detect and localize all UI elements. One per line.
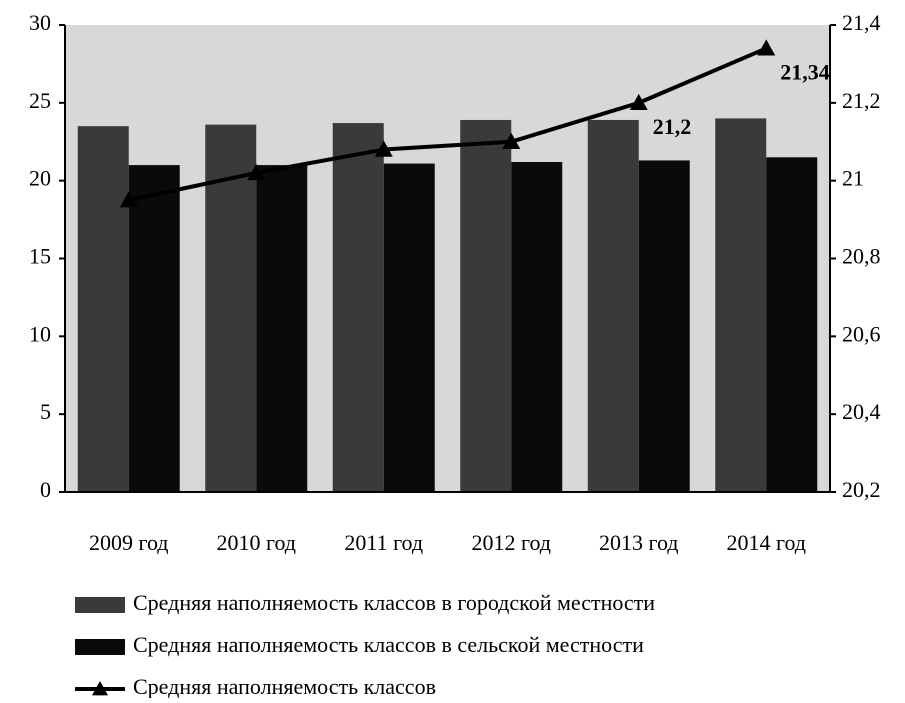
y2-tick-label: 20,2	[842, 477, 881, 502]
legend-marker	[92, 681, 108, 696]
bar	[587, 119, 639, 492]
bar	[766, 157, 818, 493]
y2-tick-label: 21,2	[842, 88, 881, 113]
legend-swatch	[75, 597, 125, 613]
y-tick-label: 10	[29, 321, 51, 346]
y-tick-label: 20	[29, 166, 51, 191]
line-marker	[247, 163, 266, 181]
y-tick-label: 0	[40, 477, 51, 502]
line-marker	[119, 191, 138, 208]
data-label: 21,34	[780, 59, 830, 84]
plot-area	[65, 25, 830, 492]
y2-tick-label: 20,4	[842, 399, 881, 424]
x-tick-label: 2013 год	[599, 530, 679, 555]
bar	[332, 123, 384, 492]
x-tick-label: 2010 год	[216, 530, 296, 555]
x-tick-label: 2011 год	[344, 530, 423, 555]
x-tick-label: 2009 год	[89, 530, 169, 555]
x-tick-label: 2014 год	[726, 530, 806, 555]
legend-label: Средняя наполняемость классов	[133, 674, 436, 698]
y-tick-label: 5	[40, 399, 51, 424]
line-series	[128, 46, 768, 203]
bar	[256, 165, 308, 492]
bar	[383, 163, 435, 492]
bar	[128, 165, 180, 492]
y-tick-label: 30	[29, 10, 51, 35]
legend-label: Средняя наполняемость классов в сельской…	[133, 632, 644, 657]
bar	[715, 118, 767, 493]
line-marker	[374, 140, 393, 157]
y2-tick-label: 21,4	[842, 10, 881, 35]
legend-swatch	[75, 639, 125, 655]
bar	[460, 119, 512, 492]
line-marker	[502, 132, 521, 149]
legend-label: Средняя наполняемость классов в городско…	[133, 590, 655, 615]
line-marker	[757, 39, 776, 56]
bar	[77, 126, 129, 492]
bar	[205, 124, 257, 493]
bar	[638, 160, 690, 492]
y2-tick-label: 21	[842, 166, 864, 191]
bar	[511, 161, 563, 492]
y2-tick-label: 20,6	[842, 321, 881, 346]
x-tick-label: 2012 год	[471, 530, 551, 555]
y-tick-label: 25	[29, 88, 51, 113]
y-tick-label: 15	[29, 244, 51, 269]
data-label: 21,2	[653, 114, 692, 139]
line-marker	[629, 93, 648, 111]
y2-tick-label: 20,8	[842, 244, 881, 269]
